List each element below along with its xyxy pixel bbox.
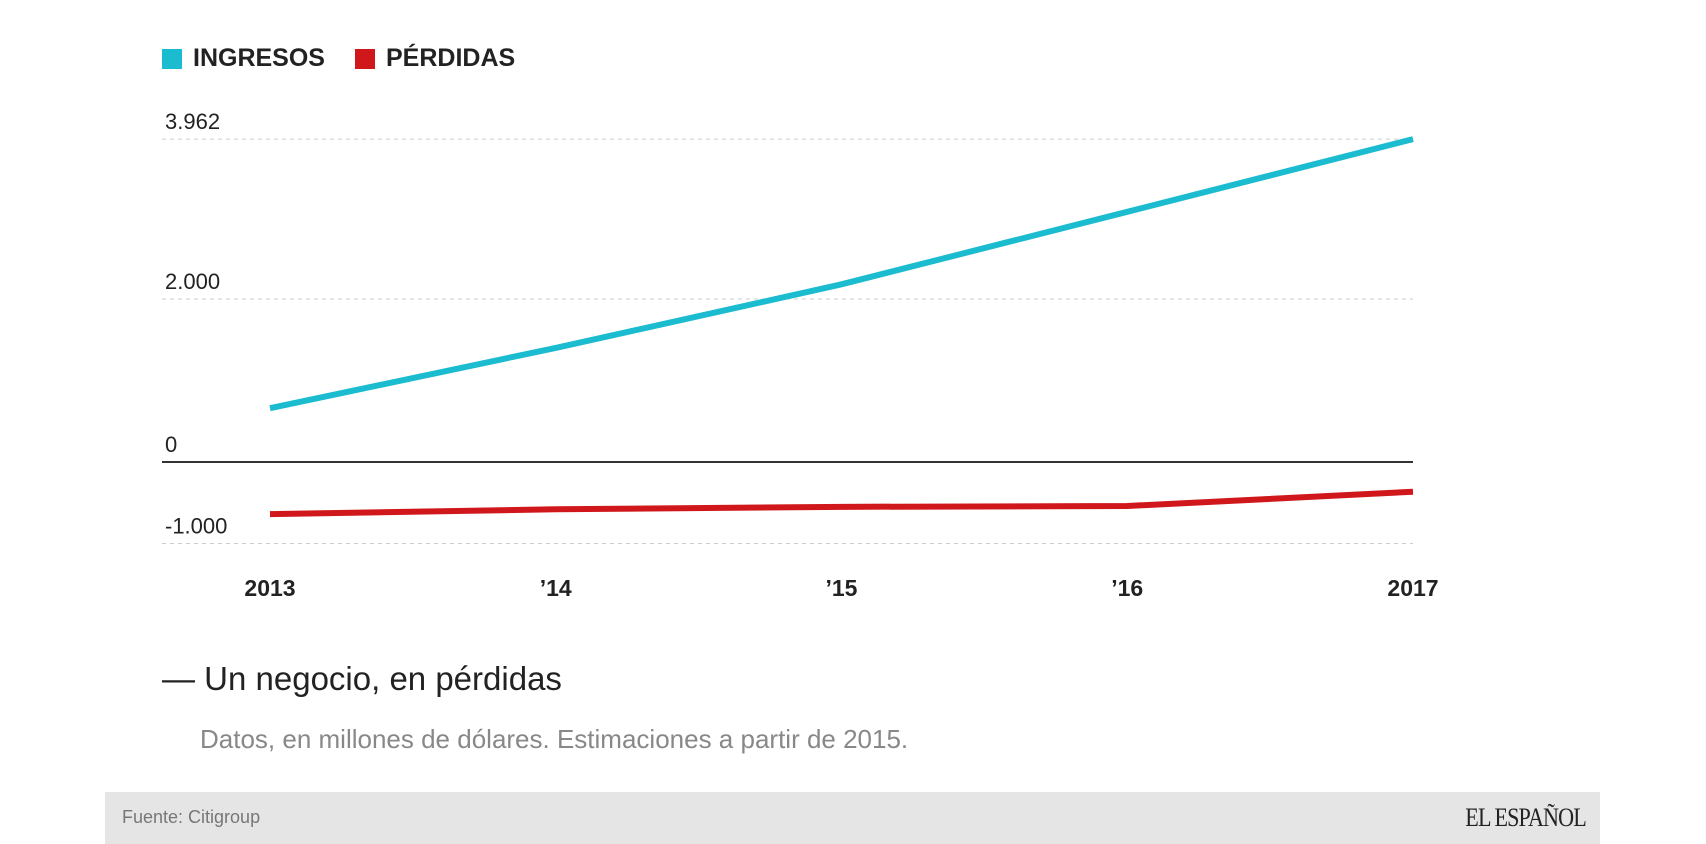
legend-item-ingresos: INGRESOS: [162, 44, 325, 73]
y-tick-label: 0: [165, 432, 177, 457]
y-tick-label: 2.000: [165, 269, 220, 294]
legend-item-perdidas: PÉRDIDAS: [354, 44, 516, 73]
legend-swatch-perdidas: [354, 48, 375, 69]
legend-label-perdidas: PÉRDIDAS: [385, 44, 516, 72]
footer: Fuente: Citigroup EL ESPAÑOL: [105, 792, 1600, 844]
y-tick-label: 3.962: [165, 109, 220, 134]
chart-title: — Un negocio, en pérdidas: [162, 660, 562, 697]
x-tick-label: ’16: [1111, 575, 1143, 601]
series-line-perdidas: [269, 488, 1414, 518]
source-text: Fuente: Citigroup: [122, 807, 261, 827]
legend-swatch-ingresos: [162, 48, 182, 69]
legend-label-ingresos: INGRESOS: [193, 44, 325, 72]
x-tick-label: 2013: [244, 575, 295, 601]
series-line-ingresos: [269, 136, 1414, 412]
x-tick-label: ’15: [826, 575, 858, 601]
x-tick-label: 2017: [1387, 575, 1438, 601]
x-tick-label: ’14: [540, 575, 572, 601]
chart-subtitle: Datos, en millones de dólares. Estimacio…: [200, 724, 909, 754]
y-tick-label: -1.000: [165, 514, 227, 539]
el-espanol-logo: EL ESPAÑOL: [1465, 803, 1586, 832]
line-chart: 3.962 2.000 0 -1.000 2013 ’14 ’15 ’16 2017: [162, 109, 1439, 601]
legend: INGRESOS PÉRDIDAS: [162, 44, 515, 73]
